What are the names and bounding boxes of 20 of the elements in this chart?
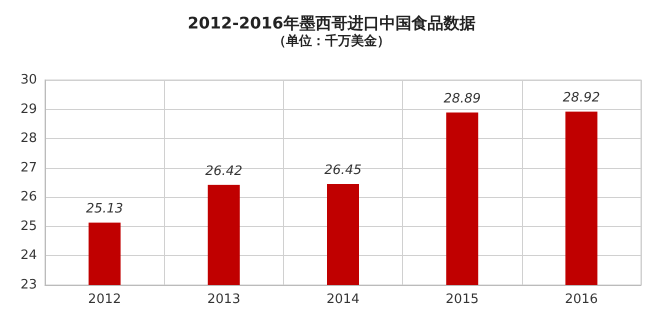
x-tick-label: 2015 — [446, 292, 479, 307]
x-tick-label: 2013 — [207, 292, 240, 307]
data-label: 25.13 — [86, 202, 124, 217]
y-tick-label: 23 — [20, 278, 37, 292]
y-tick-label: 25 — [20, 218, 37, 234]
data-label: 28.89 — [444, 92, 481, 107]
y-tick-label: 28 — [20, 131, 37, 146]
data-label: 26.45 — [324, 162, 362, 178]
data-label: 26.42 — [205, 164, 242, 179]
x-tick-label: 2016 — [564, 292, 598, 307]
y-tick-label: 27 — [20, 160, 37, 176]
chart-subtitle: （单位：千万美金） — [273, 33, 390, 49]
y-tick-label: 26 — [20, 190, 37, 205]
y-tick-label: 29 — [20, 102, 37, 117]
x-tick-label: 2012 — [88, 292, 122, 307]
y-tick-label: 30 — [20, 72, 37, 88]
data-label: 28.92 — [562, 90, 600, 106]
y-tick-label: 24 — [20, 248, 37, 264]
chart-title: 2012-2016年墨西哥进口中国食品数据 — [188, 14, 476, 32]
x-tick-label: 2014 — [326, 292, 360, 307]
